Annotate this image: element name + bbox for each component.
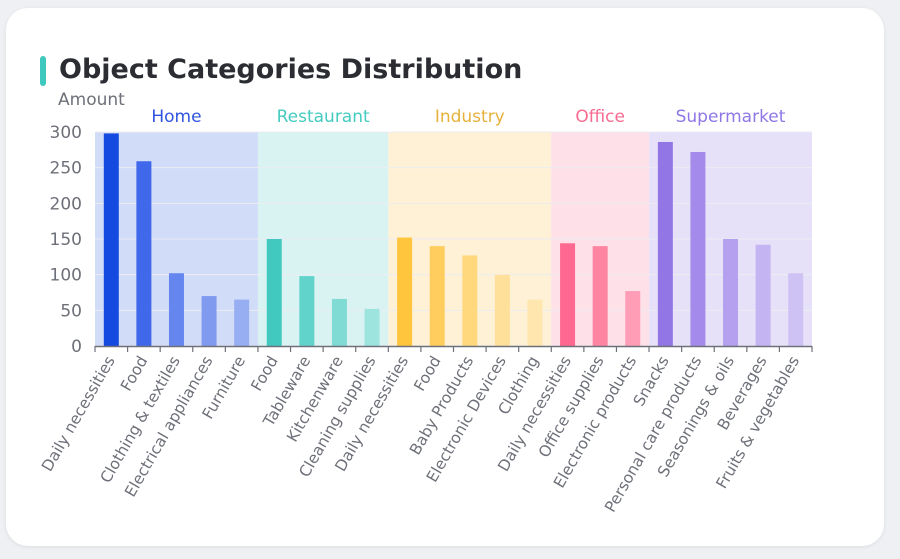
bar — [755, 244, 771, 346]
bar — [592, 246, 608, 346]
bar — [364, 308, 380, 346]
bar — [462, 255, 478, 346]
bar — [560, 243, 576, 346]
bar — [494, 274, 510, 346]
y-tick-label: 0 — [71, 337, 82, 357]
group-label: Office — [575, 107, 625, 127]
y-tick-label: 200 — [50, 194, 82, 214]
bar — [657, 141, 673, 346]
bar — [331, 298, 347, 346]
bar — [625, 291, 641, 346]
group-label: Supermarket — [676, 107, 786, 127]
bar — [136, 161, 152, 346]
chart-title: Object Categories Distribution — [59, 54, 523, 85]
bar — [690, 151, 706, 346]
bar — [397, 237, 413, 346]
bar — [103, 133, 119, 346]
bar — [234, 299, 250, 346]
bar — [201, 296, 217, 346]
group-label: Restaurant — [277, 107, 370, 127]
bar — [266, 239, 282, 346]
title-accent-bar — [40, 56, 46, 86]
bar — [788, 273, 804, 346]
y-tick-label: 250 — [50, 159, 82, 179]
group-label: Industry — [435, 107, 505, 127]
bar — [429, 246, 445, 346]
group-label: Home — [151, 107, 201, 127]
bar — [299, 276, 315, 346]
y-tick-label: 100 — [50, 266, 82, 286]
bar — [723, 239, 739, 346]
y-tick-label: 50 — [60, 301, 82, 321]
bar — [168, 273, 184, 346]
bar — [527, 299, 543, 346]
x-tick-label: Daily necessities — [38, 353, 119, 475]
y-tick-label: 300 — [50, 123, 82, 143]
y-tick-label: 150 — [50, 230, 82, 250]
x-tick-label: Food — [117, 353, 151, 394]
x-tick-label: Food — [248, 353, 282, 394]
y-axis-title: Amount — [58, 90, 125, 110]
x-tick-label: Food — [410, 353, 444, 394]
